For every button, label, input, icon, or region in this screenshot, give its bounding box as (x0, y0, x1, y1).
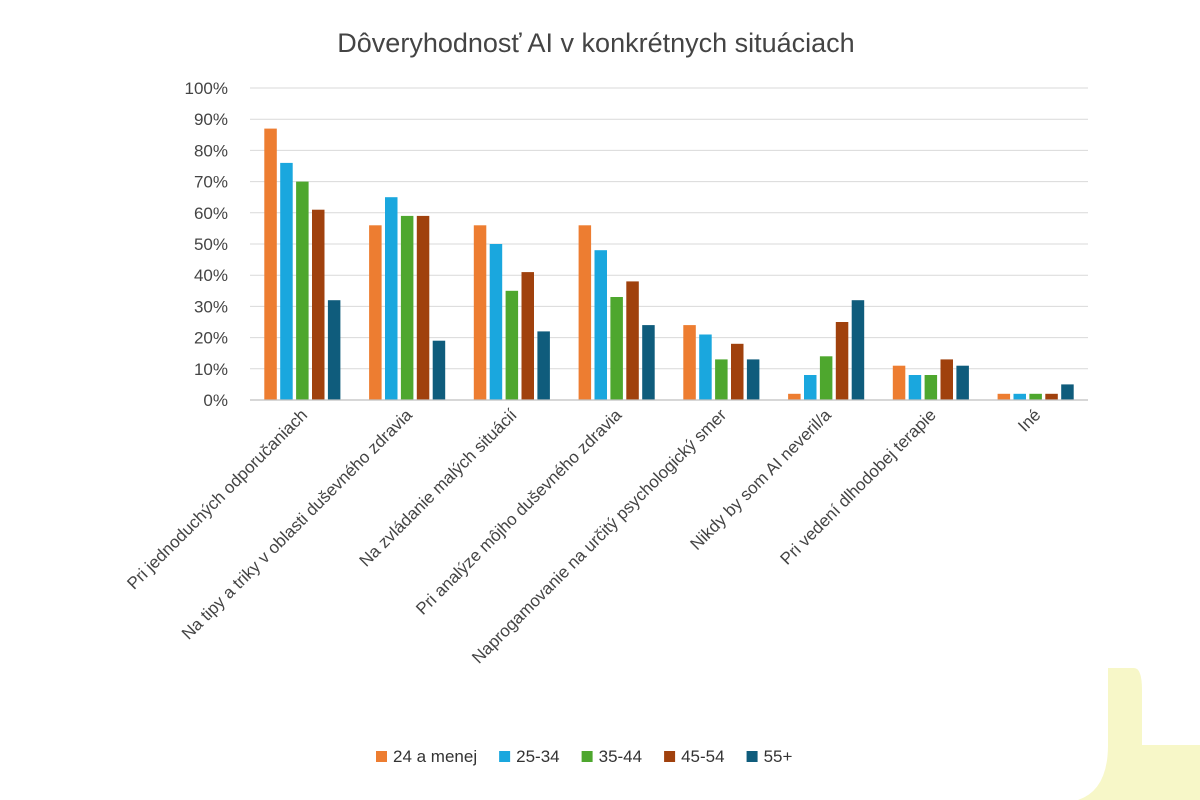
bar-25-34-7 (1013, 393, 1026, 400)
y-tick-label: 20% (194, 329, 228, 348)
y-tick-label: 30% (194, 297, 228, 316)
bar-55--1 (432, 340, 446, 400)
bar-55--4 (746, 359, 760, 400)
y-tick-label: 100% (185, 79, 228, 98)
x-tick-label: Iné (1014, 405, 1044, 435)
y-tick-label: 10% (194, 360, 228, 379)
bar-35-44-6 (924, 375, 938, 400)
bar-45-54-5 (835, 322, 849, 400)
bar-25-34-1 (385, 197, 398, 400)
x-tick-label: Pri analýze môjho duševného zdravia (412, 405, 626, 619)
bar-55--6 (956, 365, 969, 400)
bar-35-44-4 (715, 359, 728, 400)
bar-35-44-2 (505, 290, 519, 400)
x-tick-label: Na tipy a triky v oblasti duševného zdra… (178, 405, 416, 643)
bar-24-a-menej-0 (264, 128, 277, 400)
legend-swatch (664, 751, 676, 762)
bar-25-34-2 (489, 244, 503, 400)
bar-45-54-0 (312, 209, 325, 400)
y-tick-label: 70% (194, 173, 228, 192)
bar-24-a-menej-1 (369, 225, 382, 400)
bars (264, 128, 1074, 400)
bar-24-a-menej-7 (997, 393, 1011, 400)
bar-24-a-menej-4 (683, 325, 696, 400)
y-tick-label: 0% (203, 391, 228, 410)
bar-55--7 (1061, 384, 1074, 400)
legend-label: 35-44 (599, 747, 642, 766)
legend-swatch (746, 751, 758, 762)
bar-45-54-1 (416, 215, 430, 400)
bar-55--0 (327, 300, 341, 400)
bar-55--5 (851, 300, 865, 400)
bar-45-54-7 (1045, 393, 1058, 400)
bar-24-a-menej-6 (892, 365, 906, 400)
x-tick-label: Pri jednoduchých odporučaniach (123, 405, 311, 593)
bar-25-34-4 (699, 334, 712, 400)
legend-swatch (581, 751, 593, 762)
y-tick-label: 60% (194, 204, 228, 223)
bar-25-34-0 (280, 162, 293, 400)
bar-24-a-menej-3 (578, 225, 592, 400)
bar-35-44-5 (819, 356, 833, 400)
bar-35-44-0 (296, 181, 309, 400)
bar-45-54-3 (626, 281, 639, 400)
bar-25-34-3 (594, 250, 607, 400)
y-tick-label: 90% (194, 110, 228, 129)
bar-25-34-5 (804, 375, 817, 400)
legend-swatch (499, 751, 511, 762)
bar-35-44-3 (610, 297, 623, 400)
legend-label: 55+ (764, 747, 793, 766)
legend-label: 45-54 (681, 747, 724, 766)
legend: 24 a menej 25-34 35-44 45-54 55+ (376, 747, 792, 766)
bar-24-a-menej-5 (788, 393, 801, 400)
chart-title: Dôveryhodnosť AI v konkrétnych situáciac… (337, 28, 854, 58)
legend-label: 25-34 (516, 747, 559, 766)
y-tick-label: 40% (194, 266, 228, 285)
bar-25-34-6 (908, 375, 922, 400)
bar-55--2 (537, 331, 550, 400)
bar-45-54-4 (731, 343, 744, 400)
y-tick-label: 50% (194, 235, 228, 254)
background-decoration (1078, 668, 1200, 800)
bar-45-54-2 (521, 272, 534, 400)
bar-35-44-7 (1029, 393, 1042, 400)
bar-24-a-menej-2 (473, 225, 487, 400)
bar-45-54-6 (940, 359, 953, 400)
legend-swatch (376, 751, 387, 762)
bar-35-44-1 (400, 215, 414, 400)
y-axis-ticks: 0% 10% 20% 30% 40% 50% 60% 70% 80% 90% 100% (185, 79, 228, 410)
legend-label: 24 a menej (393, 747, 477, 766)
y-tick-label: 80% (194, 141, 228, 160)
bar-55--3 (642, 325, 655, 400)
